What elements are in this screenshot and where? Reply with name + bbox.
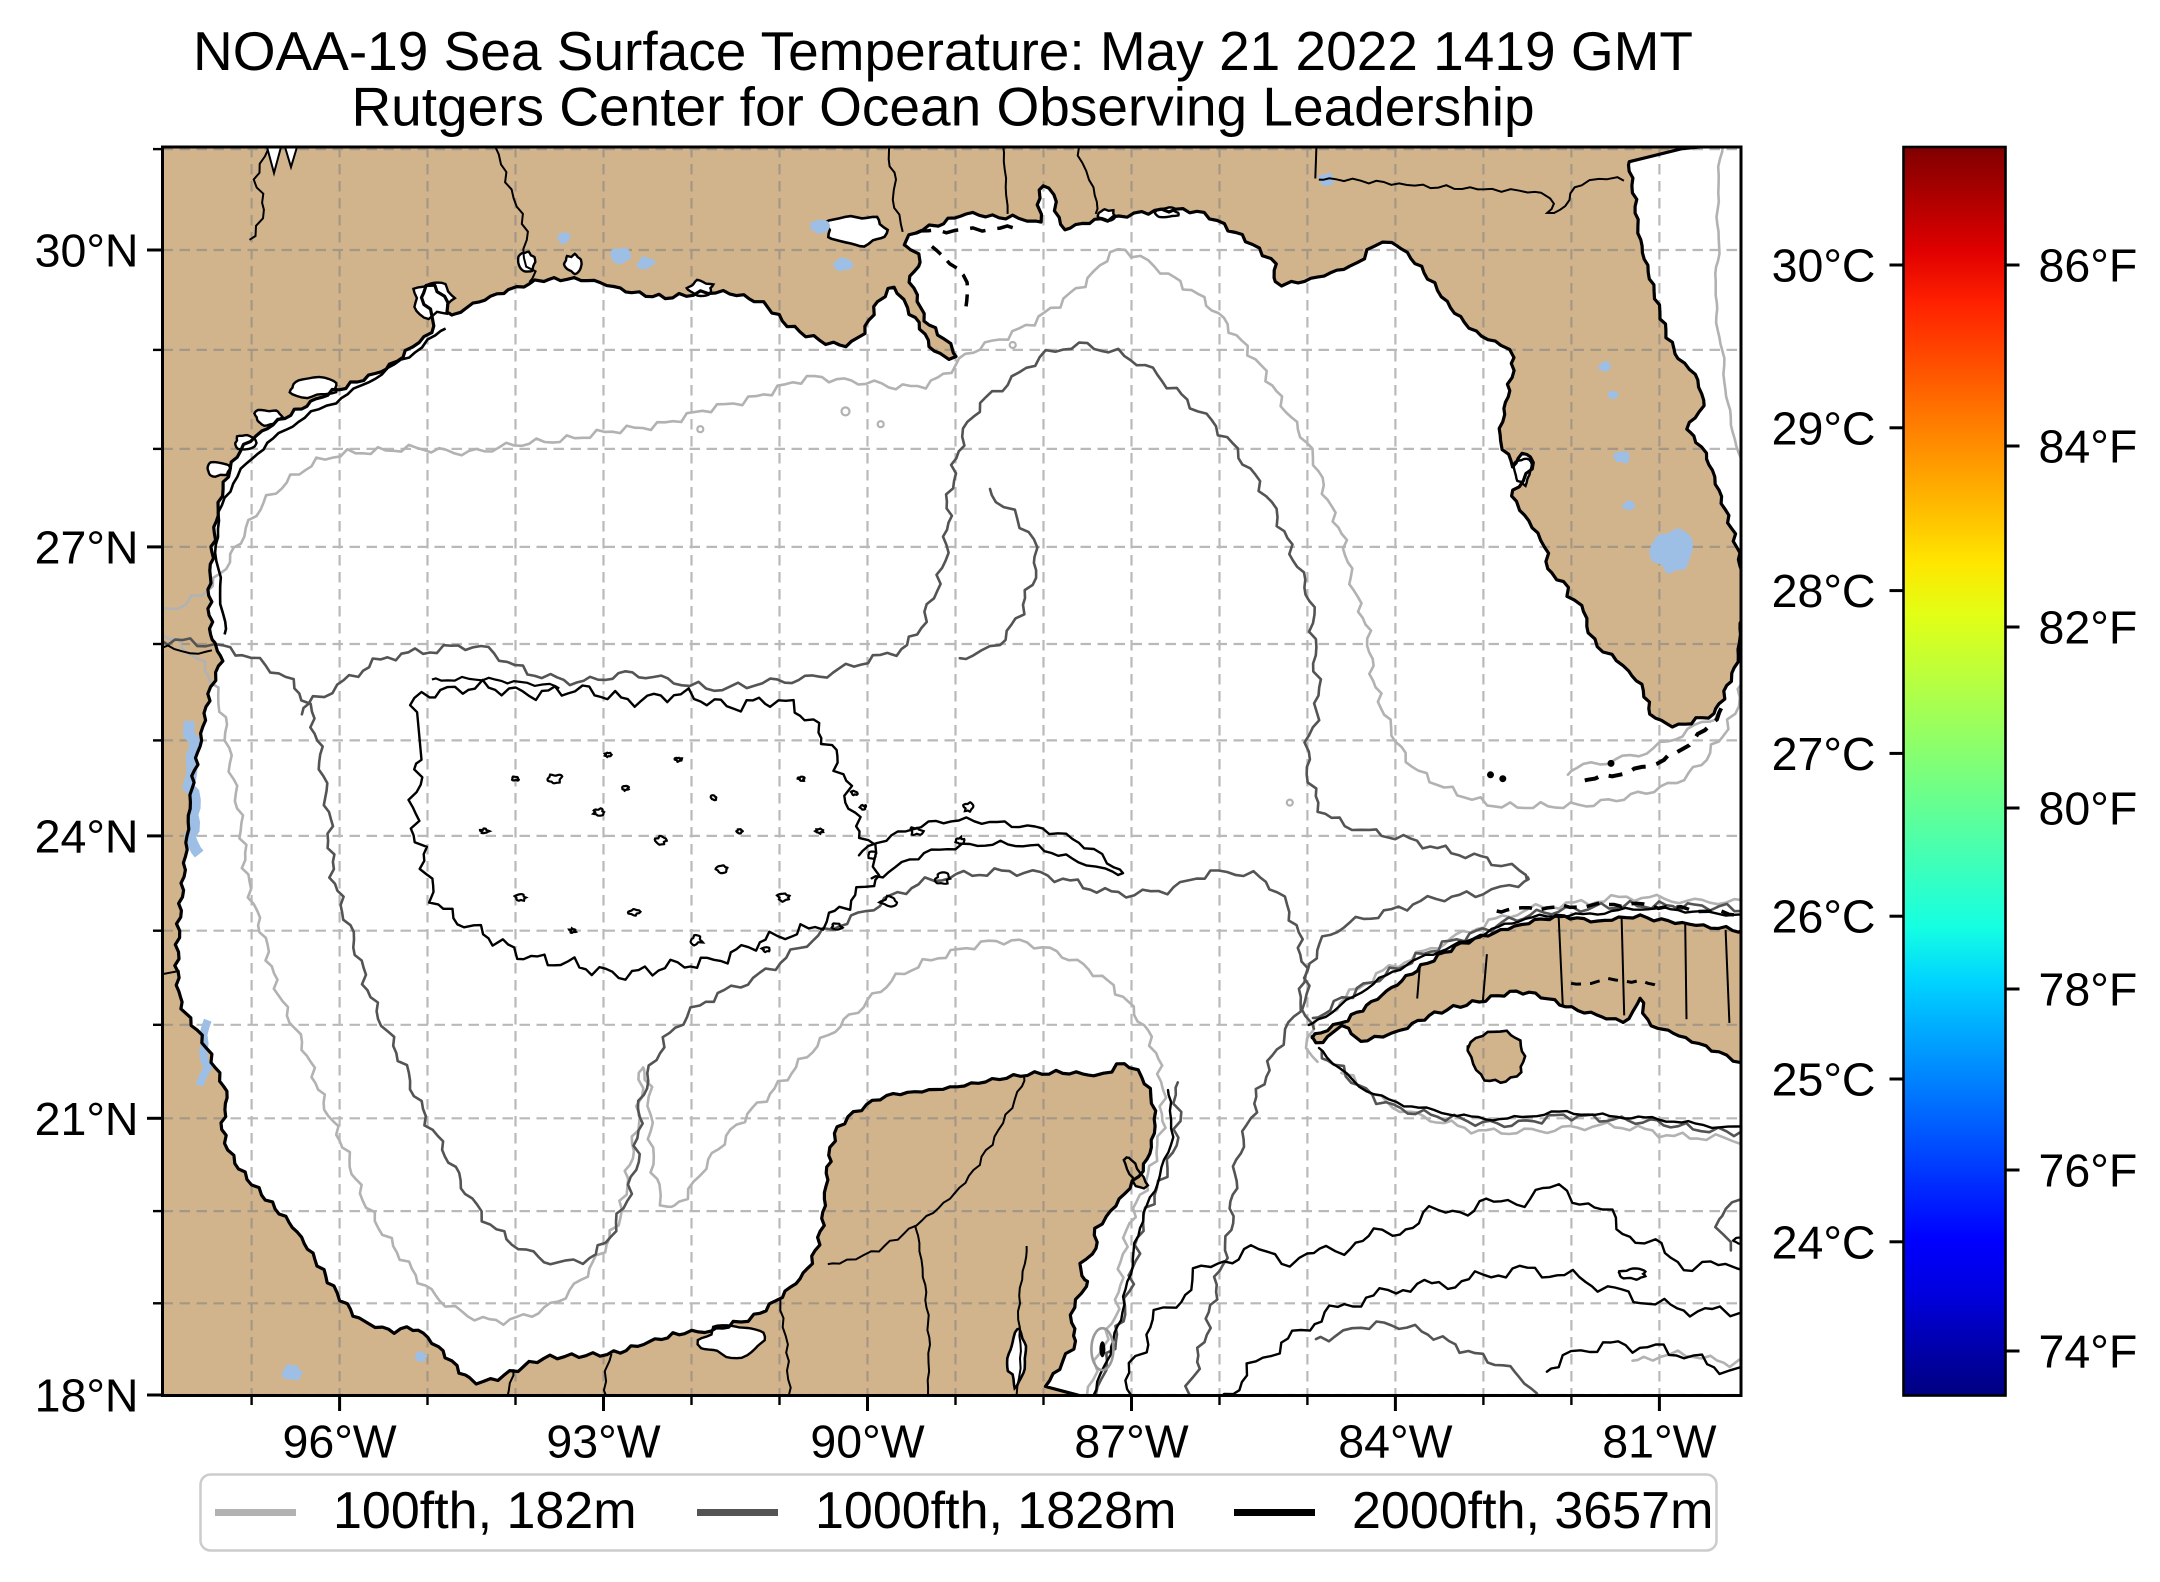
svg-text:2000fth, 3657m: 2000fth, 3657m [1352, 1482, 1713, 1540]
svg-text:93°W: 93°W [546, 1416, 660, 1468]
svg-text:21°N: 21°N [35, 1093, 139, 1145]
svg-text:24°C: 24°C [1772, 1216, 1876, 1268]
svg-text:24°N: 24°N [35, 810, 139, 862]
svg-text:18°N: 18°N [35, 1370, 139, 1422]
svg-text:Rutgers Center for Ocean Obser: Rutgers Center for Ocean Observing Leade… [351, 76, 1534, 138]
svg-text:NOAA-19 Sea Surface Temperatur: NOAA-19 Sea Surface Temperature: May 21 … [193, 20, 1693, 82]
svg-text:90°W: 90°W [810, 1416, 924, 1468]
svg-text:28°C: 28°C [1772, 565, 1876, 617]
svg-text:27°N: 27°N [35, 521, 139, 573]
svg-text:100fth, 182m: 100fth, 182m [333, 1482, 637, 1540]
svg-text:84°W: 84°W [1338, 1416, 1452, 1468]
svg-text:80°F: 80°F [2039, 783, 2138, 835]
svg-text:86°F: 86°F [2039, 240, 2138, 292]
svg-text:27°C: 27°C [1772, 728, 1876, 780]
svg-text:87°W: 87°W [1074, 1416, 1188, 1468]
svg-text:25°C: 25°C [1772, 1054, 1876, 1106]
svg-text:30°C: 30°C [1772, 240, 1876, 292]
svg-text:26°C: 26°C [1772, 891, 1876, 943]
svg-text:74°F: 74°F [2039, 1326, 2138, 1378]
svg-text:76°F: 76°F [2039, 1145, 2138, 1197]
svg-text:84°F: 84°F [2039, 421, 2138, 473]
svg-text:81°W: 81°W [1602, 1416, 1716, 1468]
svg-text:96°W: 96°W [282, 1416, 396, 1468]
svg-text:78°F: 78°F [2039, 964, 2138, 1016]
svg-text:1000fth, 1828m: 1000fth, 1828m [815, 1482, 1176, 1540]
svg-text:30°N: 30°N [35, 225, 139, 277]
svg-text:29°C: 29°C [1772, 402, 1876, 454]
svg-text:82°F: 82°F [2039, 602, 2138, 654]
